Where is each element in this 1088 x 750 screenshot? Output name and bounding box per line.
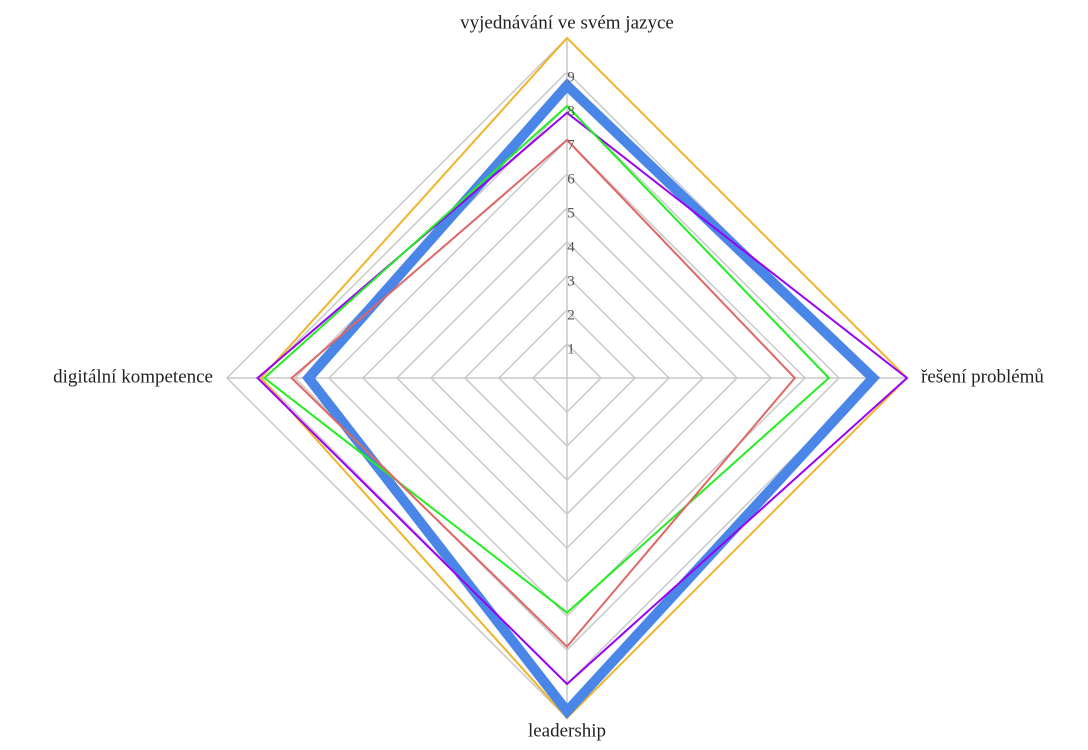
series-line: [256, 111, 909, 686]
tick-label: 6: [567, 171, 575, 187]
tick-label: 3: [567, 273, 575, 289]
tick-label: 8: [567, 103, 575, 119]
tick-label: 5: [567, 205, 575, 221]
axis-label: řešení problémů: [921, 366, 1044, 387]
series-line: [262, 104, 831, 614]
series-line: [302, 78, 880, 719]
axis-label: leadership: [528, 720, 606, 741]
tick-label: 9: [567, 69, 575, 85]
tick-label: 1: [567, 341, 575, 357]
series-line: [290, 138, 797, 649]
axis-label: vyjednávání ve svém jazyce: [460, 12, 674, 33]
tick-label: 2: [567, 307, 575, 323]
tick-label: 4: [567, 239, 575, 255]
tick-label: 7: [567, 137, 575, 153]
axis-label: digitální kompetence: [53, 366, 213, 387]
